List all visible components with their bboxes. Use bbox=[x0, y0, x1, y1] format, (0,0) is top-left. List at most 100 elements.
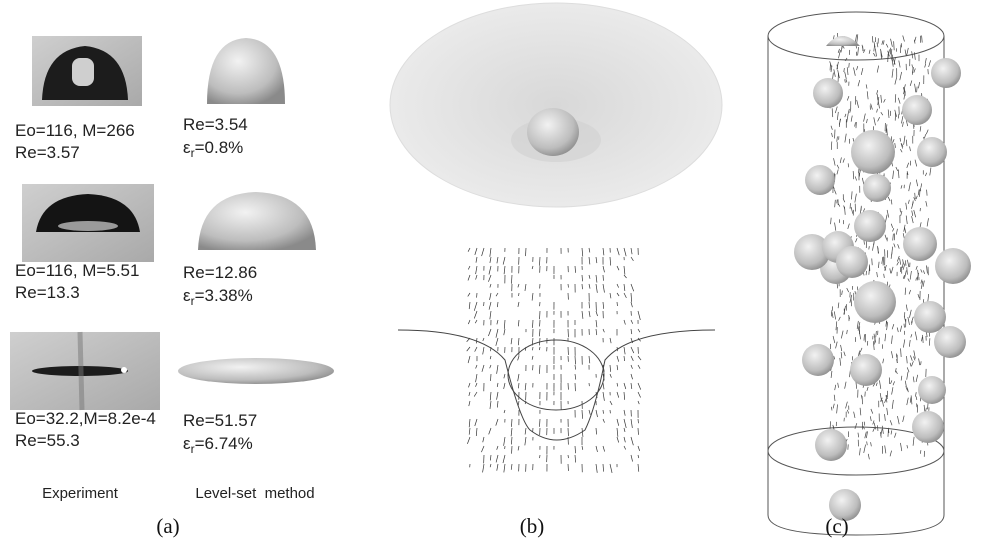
decoration bbox=[504, 329, 505, 335]
decoration bbox=[884, 274, 885, 278]
decoration bbox=[596, 446, 597, 452]
decoration bbox=[481, 446, 484, 452]
decoration bbox=[925, 64, 926, 68]
decoration bbox=[901, 348, 902, 357]
decoration bbox=[881, 429, 882, 436]
decoration bbox=[906, 140, 907, 146]
decoration bbox=[908, 279, 910, 282]
decoration bbox=[539, 365, 540, 374]
decoration bbox=[596, 275, 597, 283]
decoration bbox=[891, 39, 893, 47]
panel-label: (a) bbox=[156, 514, 179, 538]
decoration bbox=[916, 266, 917, 270]
decoration bbox=[867, 387, 868, 391]
decoration bbox=[476, 383, 477, 387]
decoration bbox=[917, 137, 947, 167]
decoration bbox=[603, 419, 605, 423]
decoration bbox=[921, 183, 922, 187]
decoration bbox=[511, 437, 512, 444]
decoration bbox=[847, 96, 849, 100]
decoration bbox=[575, 455, 576, 462]
decoration bbox=[916, 196, 917, 199]
decoration bbox=[916, 396, 917, 400]
decoration bbox=[490, 365, 491, 368]
decoration bbox=[858, 80, 860, 86]
column-caption: Level-set method bbox=[195, 485, 314, 502]
decoration bbox=[488, 329, 491, 336]
decoration bbox=[831, 66, 832, 72]
decoration bbox=[845, 134, 846, 143]
decoration bbox=[490, 248, 491, 257]
decoration bbox=[903, 259, 904, 264]
decoration bbox=[896, 229, 897, 235]
decoration bbox=[874, 117, 876, 125]
decoration bbox=[467, 437, 470, 444]
decoration bbox=[882, 400, 883, 407]
decoration bbox=[926, 201, 927, 206]
decoration bbox=[909, 310, 911, 318]
decoration bbox=[888, 197, 890, 201]
decoration bbox=[833, 336, 835, 343]
decoration bbox=[907, 163, 909, 168]
decoration bbox=[624, 437, 625, 442]
decoration bbox=[904, 84, 905, 88]
decoration bbox=[891, 199, 892, 204]
decoration bbox=[912, 211, 913, 216]
decoration bbox=[511, 464, 512, 470]
decoration bbox=[858, 433, 859, 438]
decoration bbox=[854, 210, 886, 242]
decoration bbox=[910, 146, 911, 151]
decoration bbox=[847, 330, 848, 334]
decoration bbox=[617, 428, 618, 437]
decoration bbox=[875, 48, 876, 56]
decoration bbox=[532, 347, 533, 350]
decoration bbox=[532, 356, 533, 360]
decoration bbox=[846, 79, 847, 82]
decoration bbox=[861, 68, 863, 75]
decoration bbox=[532, 320, 533, 328]
decoration bbox=[603, 266, 605, 272]
decoration bbox=[907, 356, 908, 363]
decoration bbox=[863, 49, 865, 53]
decoration bbox=[847, 410, 848, 414]
decoration bbox=[893, 228, 894, 231]
decoration bbox=[603, 383, 604, 389]
decoration bbox=[883, 40, 884, 44]
decoration bbox=[851, 130, 895, 174]
decoration bbox=[903, 35, 905, 41]
decoration bbox=[916, 278, 917, 281]
decoration bbox=[866, 84, 867, 88]
experiment-photos bbox=[10, 36, 160, 410]
decoration bbox=[490, 464, 491, 467]
decoration bbox=[497, 446, 498, 450]
decoration bbox=[834, 190, 836, 195]
decoration bbox=[926, 265, 927, 273]
decoration bbox=[890, 420, 892, 425]
decoration bbox=[582, 446, 583, 450]
decoration bbox=[897, 262, 899, 265]
decoration bbox=[624, 320, 625, 325]
decoration bbox=[871, 409, 873, 414]
decoration bbox=[631, 293, 632, 302]
decoration bbox=[916, 375, 918, 382]
decoration bbox=[617, 248, 619, 255]
decoration bbox=[490, 284, 491, 287]
decoration bbox=[885, 399, 887, 403]
decoration bbox=[857, 34, 858, 43]
decoration bbox=[468, 383, 470, 387]
decoration bbox=[488, 275, 491, 282]
decoration bbox=[841, 352, 842, 358]
decoration bbox=[805, 165, 835, 195]
decoration bbox=[865, 432, 867, 439]
decoration bbox=[631, 455, 633, 462]
decoration bbox=[854, 281, 896, 323]
decoration bbox=[901, 376, 902, 381]
decoration bbox=[631, 356, 633, 361]
decoration bbox=[497, 383, 498, 387]
decoration bbox=[596, 284, 597, 293]
decoration bbox=[575, 446, 576, 453]
decoration bbox=[476, 428, 477, 436]
decoration bbox=[905, 50, 906, 56]
decoration bbox=[907, 260, 909, 267]
decoration bbox=[497, 320, 498, 324]
